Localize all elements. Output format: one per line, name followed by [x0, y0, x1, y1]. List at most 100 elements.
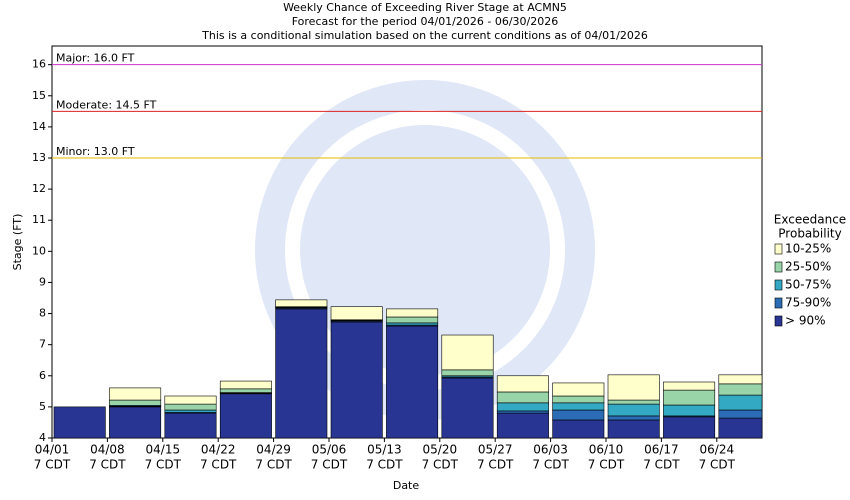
y-tick-label: 11 — [32, 213, 46, 226]
x-tick-time: 7 CDT — [532, 458, 569, 472]
bar-segment — [441, 369, 494, 377]
x-tick-time: 7 CDT — [34, 458, 71, 472]
x-tick-time: 7 CDT — [477, 458, 514, 472]
threshold-label: Major: 16.0 FT — [56, 52, 135, 65]
legend-label: 50-75% — [785, 278, 831, 292]
y-tick-label: 6 — [39, 369, 46, 382]
x-tick-time: 7 CDT — [89, 458, 126, 472]
bar-segment — [164, 403, 217, 411]
x-tick-label: 06/03 — [533, 443, 568, 457]
bar-segment — [496, 410, 549, 414]
x-tick-time: 7 CDT — [422, 458, 459, 472]
threshold-label: Moderate: 14.5 FT — [56, 98, 157, 111]
x-tick-label: 04/08 — [90, 443, 125, 457]
legend-swatch — [774, 261, 783, 273]
bar-segment — [552, 419, 605, 439]
bar-segment — [718, 394, 763, 411]
x-tick-label: 06/10 — [589, 443, 624, 457]
bar-segment — [718, 383, 763, 396]
bar-segment — [607, 415, 660, 421]
bar-segment — [663, 416, 716, 439]
legend-swatch — [774, 243, 783, 255]
bar-segment — [386, 322, 439, 326]
y-tick-label: 16 — [32, 58, 46, 71]
bar-segment — [552, 395, 605, 404]
x-tick-time: 7 CDT — [311, 458, 348, 472]
bar-segment — [496, 375, 549, 393]
x-tick-label: 05/06 — [312, 443, 347, 457]
bar-segment — [718, 409, 763, 419]
chart-title: This is a conditional simulation based o… — [201, 29, 648, 42]
legend-label: > 90% — [785, 314, 826, 328]
bar-segment — [386, 325, 439, 439]
bar-segment — [275, 299, 328, 308]
bar-segment — [164, 395, 217, 405]
bar-segment — [607, 403, 660, 417]
x-tick-label: 04/22 — [201, 443, 236, 457]
x-tick-label: 05/13 — [367, 443, 402, 457]
bar-segment — [164, 409, 217, 413]
x-tick-time: 7 CDT — [145, 458, 182, 472]
bar-segment — [219, 388, 272, 393]
bar-segment — [607, 419, 660, 439]
y-tick-label: 5 — [39, 400, 46, 413]
y-tick-label: 8 — [39, 307, 46, 320]
bar-segment — [53, 406, 106, 439]
bar-segment — [607, 399, 660, 405]
bar-segment — [330, 321, 383, 439]
x-tick-time: 7 CDT — [255, 458, 292, 472]
bar-segment — [663, 381, 716, 391]
bar-segment — [552, 402, 605, 411]
y-tick-label: 9 — [39, 275, 46, 288]
bar-segment — [496, 391, 549, 404]
legend-title: Probability — [778, 227, 841, 241]
x-tick-label: 05/20 — [423, 443, 458, 457]
legend-label: 75-90% — [785, 296, 831, 310]
x-tick-label: 04/29 — [256, 443, 291, 457]
bar-segment — [386, 316, 439, 324]
bar-segment — [496, 412, 549, 439]
bar-segment — [718, 374, 763, 385]
bar-segment — [496, 402, 549, 412]
bar-segment — [552, 382, 605, 397]
x-tick-label: 05/27 — [478, 443, 513, 457]
bar-segment — [109, 387, 162, 401]
legend-swatch — [774, 279, 783, 291]
bar-segment — [441, 334, 494, 371]
legend-label: 25-50% — [785, 260, 831, 274]
y-tick-label: 10 — [32, 244, 46, 257]
legend-label: 10-25% — [785, 242, 831, 256]
x-tick-time: 7 CDT — [366, 458, 403, 472]
bar-segment — [663, 404, 716, 417]
y-tick-label: 4 — [39, 431, 46, 444]
legend-swatch — [774, 297, 783, 309]
bar-segment — [386, 308, 439, 318]
bar-segment — [663, 389, 716, 406]
bar-segment — [109, 406, 162, 439]
x-tick-label: 04/01 — [35, 443, 70, 457]
x-tick-label: 04/15 — [146, 443, 181, 457]
x-axis-label: Date — [393, 479, 420, 492]
bar-segment — [275, 308, 328, 439]
threshold-label: Minor: 13.0 FT — [56, 145, 135, 158]
y-tick-label: 13 — [32, 151, 46, 164]
y-tick-label: 7 — [39, 338, 46, 351]
bar-segment — [607, 374, 660, 401]
bar-segment — [219, 393, 272, 439]
bar-segment — [552, 409, 605, 421]
x-tick-time: 7 CDT — [643, 458, 680, 472]
bar-segment — [330, 306, 383, 321]
bar-segment — [164, 412, 217, 439]
y-tick-label: 14 — [32, 120, 46, 133]
x-tick-label: 06/17 — [644, 443, 679, 457]
chart-title: Weekly Chance of Exceeding River Stage a… — [283, 1, 567, 14]
x-tick-time: 7 CDT — [699, 458, 736, 472]
legend-swatch — [774, 315, 783, 327]
y-tick-label: 12 — [32, 182, 46, 195]
x-tick-time: 7 CDT — [200, 458, 237, 472]
y-tick-label: 15 — [32, 89, 46, 102]
y-axis-label: Stage (FT) — [11, 214, 24, 271]
legend-title: Exceedance — [774, 213, 846, 227]
bar-segment — [109, 399, 162, 406]
